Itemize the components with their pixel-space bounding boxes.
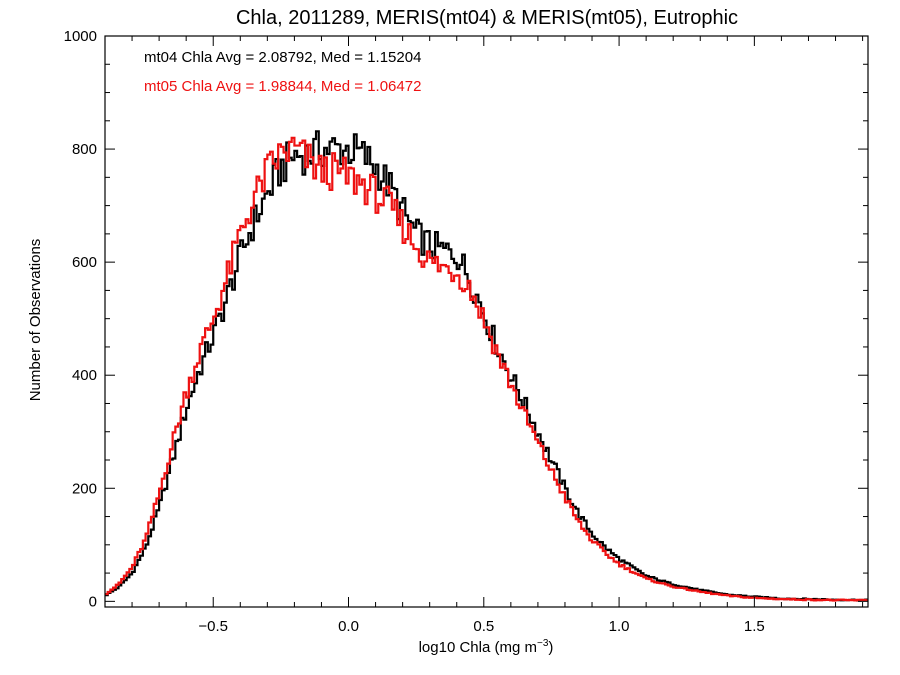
plot-frame	[104, 35, 869, 608]
x-axis-label-superscript: −3	[537, 638, 549, 649]
x-tick-label: −0.5	[198, 618, 228, 635]
legend-entry-mt04: mt04 Chla Avg = 2.08792, Med = 1.15204	[144, 49, 421, 66]
y-tick-label: 1000	[64, 28, 97, 45]
x-axis-label: log10 Chla (mg m−3)	[419, 638, 554, 656]
y-axis-label: Number of Observations	[27, 239, 44, 402]
y-tick-label: 200	[72, 480, 97, 497]
x-tick-label: 1.5	[744, 618, 765, 635]
chart-title: Chla, 2011289, MERIS(mt04) & MERIS(mt05)…	[236, 7, 738, 29]
y-tick-label: 400	[72, 367, 97, 384]
plot-series	[105, 130, 868, 602]
y-tick-label: 800	[72, 141, 97, 158]
histogram-series-mt05	[105, 136, 868, 602]
x-tick-label: 1.0	[609, 618, 630, 635]
x-tick-label: 0.5	[473, 618, 494, 635]
axis-ticks: −0.5 0.0 0.5 1.0 1.5 0 200 400 600 800 1000	[64, 28, 868, 635]
legend-entry-mt05: mt05 Chla Avg = 1.98844, Med = 1.06472	[144, 78, 421, 95]
y-tick-label: 0	[89, 593, 97, 610]
x-axis-label-suffix: )	[548, 639, 553, 656]
y-tick-label: 600	[72, 254, 97, 271]
x-axis-label-main: log10 Chla (mg m	[419, 639, 537, 656]
x-tick-label: 0.0	[338, 618, 359, 635]
